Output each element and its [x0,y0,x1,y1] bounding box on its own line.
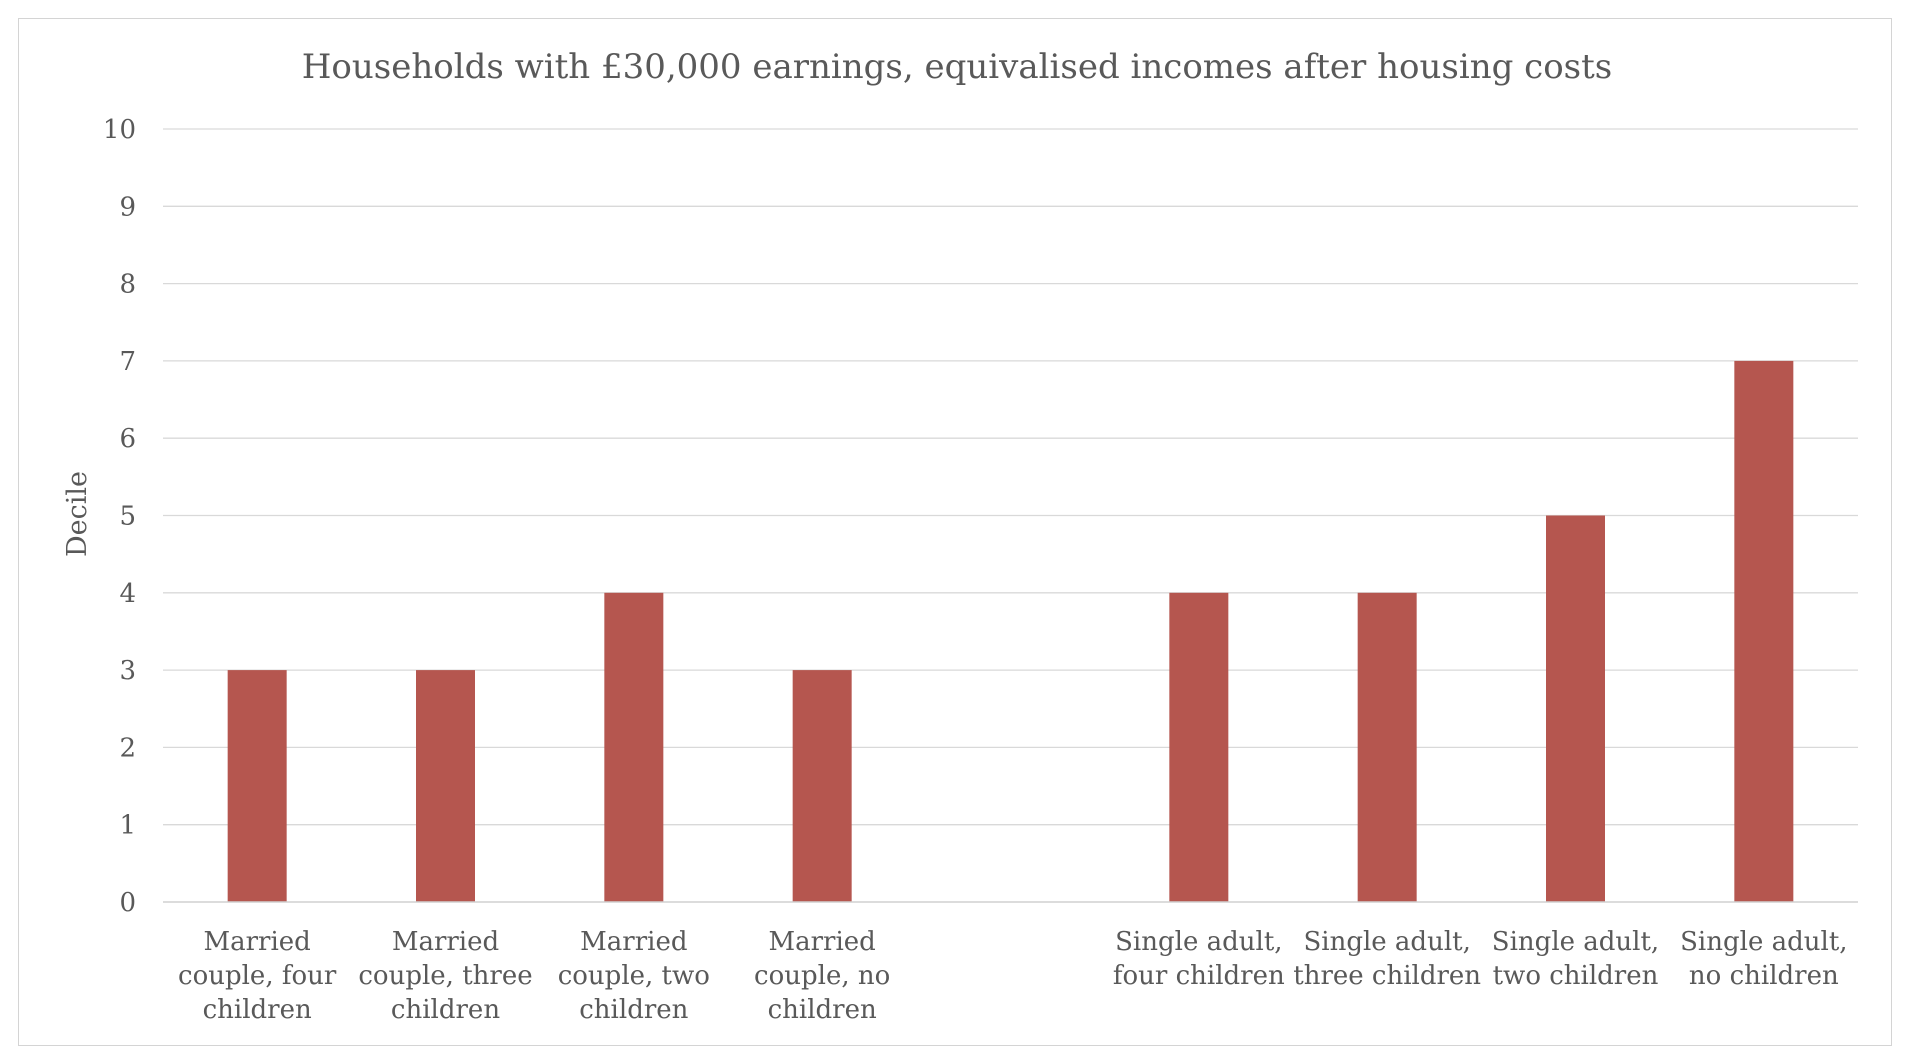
x-category-label-line: four children [1113,961,1285,991]
x-category-label-line: Married [580,927,687,957]
y-axis-ticks: 0 1 2 3 4 5 6 7 8 9 10 [103,115,136,918]
x-category-label-line: Single adult, [1115,927,1282,957]
bar [227,670,287,902]
x-category-label-line: Married [392,927,499,957]
bar [604,592,664,902]
x-category-label-line: Single adult, [1492,927,1659,957]
x-category-label: Single adult, two children [1492,927,1659,991]
x-category-label-line: Single adult, [1303,927,1470,957]
chart-title: Households with £30,000 earnings, equiva… [302,47,1613,87]
y-tick-label: 2 [119,733,136,763]
bar [416,670,475,902]
x-category-label-line: couple, three [358,961,532,991]
bar [1169,592,1229,902]
x-category-label: Married couple, four children [178,927,337,1025]
y-axis-label: Decile [62,471,93,557]
x-category-label: Single adult, four children [1113,927,1285,991]
x-category-label-line: children [391,995,500,1025]
x-category-label-line: couple, four [178,961,337,991]
y-tick-label: 4 [119,579,136,609]
x-category-label: Single adult, three children [1293,927,1481,991]
x-category-label-line: Married [204,927,311,957]
bar [1546,515,1605,902]
y-tick-label: 1 [119,811,136,841]
y-tick-label: 0 [119,888,136,918]
x-category-label-line: couple, no [754,961,890,991]
x-category-label: Married couple, no children [754,927,890,1025]
x-category-label-line: two children [1493,961,1659,991]
y-tick-label: 7 [119,347,136,377]
bar [1734,360,1794,902]
x-category-label-line: children [203,995,312,1025]
y-tick-label: 8 [119,270,136,300]
bar [792,670,852,902]
x-category-label-line: children [768,995,877,1025]
x-axis-categories: Married couple, four children Married couple… [178,927,1848,1025]
y-tick-label: 3 [119,656,136,686]
x-category-label-line: Single adult, [1680,927,1847,957]
y-tick-label: 5 [119,502,136,532]
y-tick-label: 6 [119,424,136,454]
x-category-label: Married couple, three children [358,927,532,1025]
y-tick-label: 9 [119,192,136,222]
x-category-label-line: children [579,995,688,1025]
x-category-label-line: no children [1689,961,1839,991]
bar [1357,592,1417,902]
x-category-label-line: couple, two [558,961,710,991]
y-tick-label: 10 [103,115,136,145]
x-category-label-line: Married [769,927,876,957]
bars [227,360,1794,902]
x-category-label: Single adult, no children [1680,927,1847,991]
x-category-label: Married couple, two children [558,927,710,1025]
x-category-label-line: three children [1293,961,1481,991]
